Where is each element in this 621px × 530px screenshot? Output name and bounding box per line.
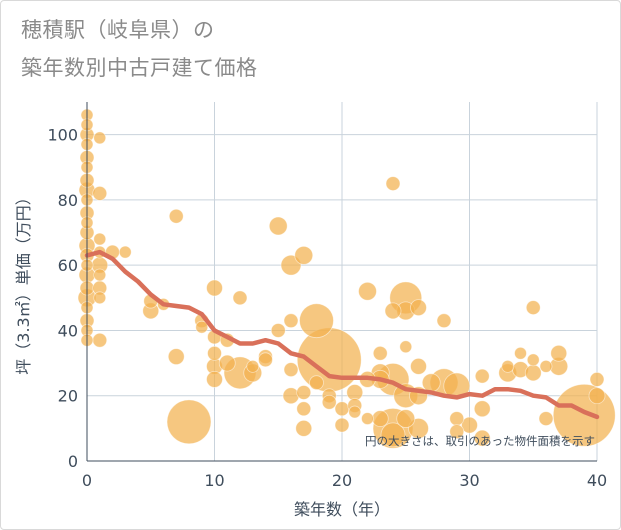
data-bubble: [436, 313, 452, 329]
data-bubble: [92, 332, 108, 348]
data-bubble: [321, 394, 337, 410]
data-bubble: [538, 411, 554, 426]
x-axis-label: 築年数（年）: [294, 500, 390, 519]
chart-title-line-2: 築年数別中古戸建て価格: [21, 56, 258, 80]
data-bubble: [361, 412, 374, 425]
data-bubble: [283, 362, 299, 378]
data-bubble: [524, 364, 542, 382]
data-bubble: [93, 131, 107, 145]
data-bubble: [93, 268, 107, 282]
data-bubble: [589, 372, 605, 387]
data-bubble: [473, 400, 491, 418]
data-bubble: [514, 346, 527, 360]
data-bubble: [410, 299, 427, 317]
data-bubble: [282, 387, 300, 405]
data-bubble: [309, 375, 324, 391]
data-bubble: [385, 176, 401, 191]
data-bubble: [449, 411, 465, 426]
data-bubble: [334, 401, 350, 417]
data-bubble: [421, 373, 441, 393]
chart-title-line-1: 穂積駅（岐阜県）の: [21, 18, 215, 42]
bubble-size-note: 円の大きさは、取引のあった物件面積を示す: [365, 434, 595, 448]
data-bubble: [93, 232, 107, 246]
data-bubble: [399, 340, 413, 354]
data-bubble: [296, 401, 312, 417]
data-bubble: [410, 357, 427, 375]
data-bubble: [539, 359, 553, 373]
data-bubble: [246, 359, 260, 373]
average-price-trend-line: [84, 249, 600, 420]
data-bubble: [346, 384, 364, 401]
x-tick-label: 30: [459, 471, 479, 490]
trend-line: [84, 249, 600, 420]
data-bubble: [525, 300, 541, 316]
data-bubble: [268, 216, 288, 236]
data-bubble: [474, 368, 490, 384]
data-bubble: [348, 405, 362, 419]
data-bubble: [93, 291, 107, 305]
data-bubble: [206, 279, 223, 297]
y-tick-label: 100: [47, 126, 78, 145]
data-bubble: [296, 385, 312, 400]
y-tick-label: 0: [68, 452, 78, 471]
data-bubble: [380, 422, 406, 448]
y-tick-label: 20: [58, 387, 78, 406]
data-bubble: [168, 208, 184, 224]
y-tick-label: 40: [58, 321, 78, 340]
data-bubble: [207, 345, 222, 361]
data-bubble: [334, 417, 350, 433]
data-bubble: [396, 409, 416, 428]
x-tick-label: 10: [204, 471, 224, 490]
data-bubble: [461, 416, 478, 434]
data-bubble: [384, 302, 402, 320]
data-bubble: [195, 320, 209, 334]
y-tick-label: 80: [58, 191, 78, 210]
data-bubble: [449, 424, 465, 440]
axes: 0 20 40 60 80 100 0 10 20 30 40: [47, 102, 607, 490]
data-bubble: [294, 245, 314, 265]
data-bubble: [526, 353, 540, 367]
data-bubble: [372, 345, 388, 361]
x-tick-label: 40: [587, 471, 607, 490]
data-bubble: [473, 429, 491, 447]
data-bubble: [501, 359, 515, 373]
data-bubble: [232, 290, 248, 306]
data-bubble: [167, 348, 185, 365]
data-bubble: [118, 245, 132, 259]
x-tick-label: 20: [332, 471, 352, 490]
data-bubble: [206, 371, 223, 388]
data-bubble: [358, 281, 377, 301]
data-bubble: [92, 185, 108, 201]
data-bubble: [166, 399, 212, 445]
data-bubble: [218, 354, 236, 372]
data-bubble: [371, 410, 389, 427]
bubble-series: [77, 108, 616, 449]
data-bubble: [299, 303, 334, 339]
x-tick-label: 0: [82, 471, 92, 490]
data-bubble: [550, 344, 568, 362]
data-bubble: [270, 323, 286, 338]
y-tick-label: 60: [58, 256, 78, 275]
y-axis-label: 坪（3.3㎡）単価（万円）: [14, 189, 33, 374]
data-bubble: [258, 352, 273, 368]
data-bubble: [588, 387, 606, 405]
data-bubble: [295, 419, 313, 437]
data-bubble: [283, 313, 299, 329]
